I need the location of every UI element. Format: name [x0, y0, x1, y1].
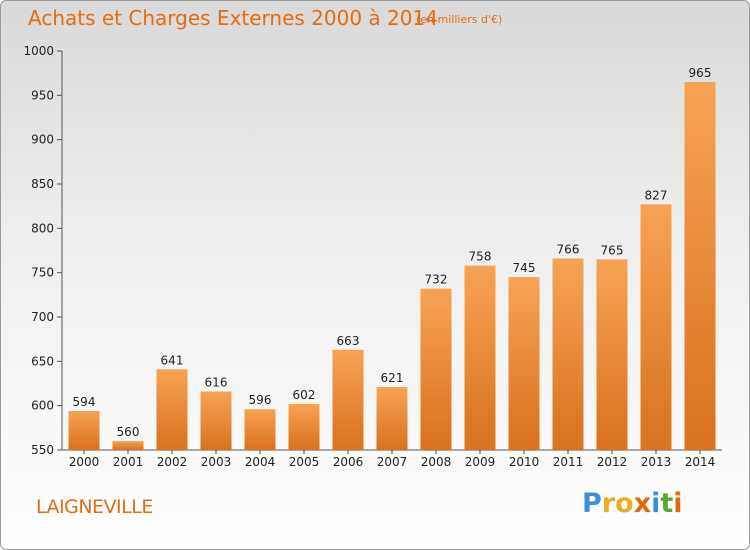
- x-tick-label: 2000: [69, 455, 100, 469]
- y-tick-label: 750: [31, 266, 54, 280]
- x-tick-label: 2003: [201, 455, 232, 469]
- y-tick-label: 600: [31, 399, 54, 413]
- logo-letter: P: [582, 488, 602, 519]
- bar: [332, 349, 364, 450]
- data-label: 663: [337, 334, 360, 348]
- data-label: 745: [513, 261, 536, 275]
- y-tick-label: 850: [31, 177, 54, 191]
- logo-letter: i: [651, 488, 661, 519]
- bar: [640, 204, 672, 450]
- bar: [112, 441, 144, 450]
- bar: [244, 409, 276, 450]
- bar: [684, 82, 716, 451]
- data-label: 765: [601, 243, 624, 257]
- bar: [68, 410, 100, 450]
- data-label: 602: [293, 388, 316, 402]
- logo-letter: r: [601, 488, 616, 519]
- data-label: 766: [557, 242, 580, 256]
- bar: [156, 369, 188, 450]
- y-tick-label: 800: [31, 221, 54, 235]
- data-label: 827: [645, 188, 668, 202]
- chart-title: Achats et Charges Externes 2000 à 2014: [28, 6, 438, 30]
- data-label: 758: [469, 250, 492, 264]
- data-label: 965: [689, 66, 712, 80]
- bar: [288, 403, 320, 450]
- y-tick-label: 550: [31, 443, 54, 457]
- x-tick-label: 2009: [465, 455, 496, 469]
- logo-letter: x: [633, 488, 652, 519]
- x-tick-label: 2008: [421, 455, 452, 469]
- logo-letter: i: [673, 488, 683, 519]
- data-label: 732: [425, 273, 448, 287]
- data-label: 560: [117, 425, 140, 439]
- data-label: 621: [381, 371, 404, 385]
- x-tick-label: 2001: [113, 455, 144, 469]
- y-tick-label: 1000: [23, 44, 54, 58]
- data-label: 594: [73, 395, 96, 409]
- chart-subtitle: (en milliers d'€): [416, 13, 503, 26]
- bar: [200, 391, 232, 450]
- x-tick-label: 2011: [553, 455, 584, 469]
- bar: [420, 288, 452, 450]
- data-label: 641: [161, 353, 184, 367]
- bar: [376, 387, 408, 450]
- x-tick-label: 2012: [597, 455, 628, 469]
- proxiti-logo: Proxiti: [582, 488, 683, 519]
- y-tick-label: 650: [31, 354, 54, 368]
- data-label: 596: [249, 393, 272, 407]
- data-label: 616: [205, 375, 228, 389]
- bar: [596, 259, 628, 450]
- x-tick-label: 2010: [509, 455, 540, 469]
- logo-letter: o: [615, 488, 634, 519]
- x-tick-label: 2002: [157, 455, 188, 469]
- bar: [552, 258, 584, 450]
- x-tick-label: 2014: [685, 455, 716, 469]
- bar: [464, 265, 496, 450]
- y-tick-label: 950: [31, 88, 54, 102]
- y-tick-label: 700: [31, 310, 54, 324]
- x-tick-label: 2005: [289, 455, 320, 469]
- x-tick-label: 2006: [333, 455, 364, 469]
- bar: [508, 277, 540, 450]
- commune-name: LAIGNEVILLE: [36, 496, 153, 518]
- x-tick-label: 2004: [245, 455, 276, 469]
- x-tick-label: 2007: [377, 455, 408, 469]
- x-tick-label: 2013: [641, 455, 672, 469]
- logo-letter: t: [660, 488, 674, 519]
- y-tick-label: 900: [31, 133, 54, 147]
